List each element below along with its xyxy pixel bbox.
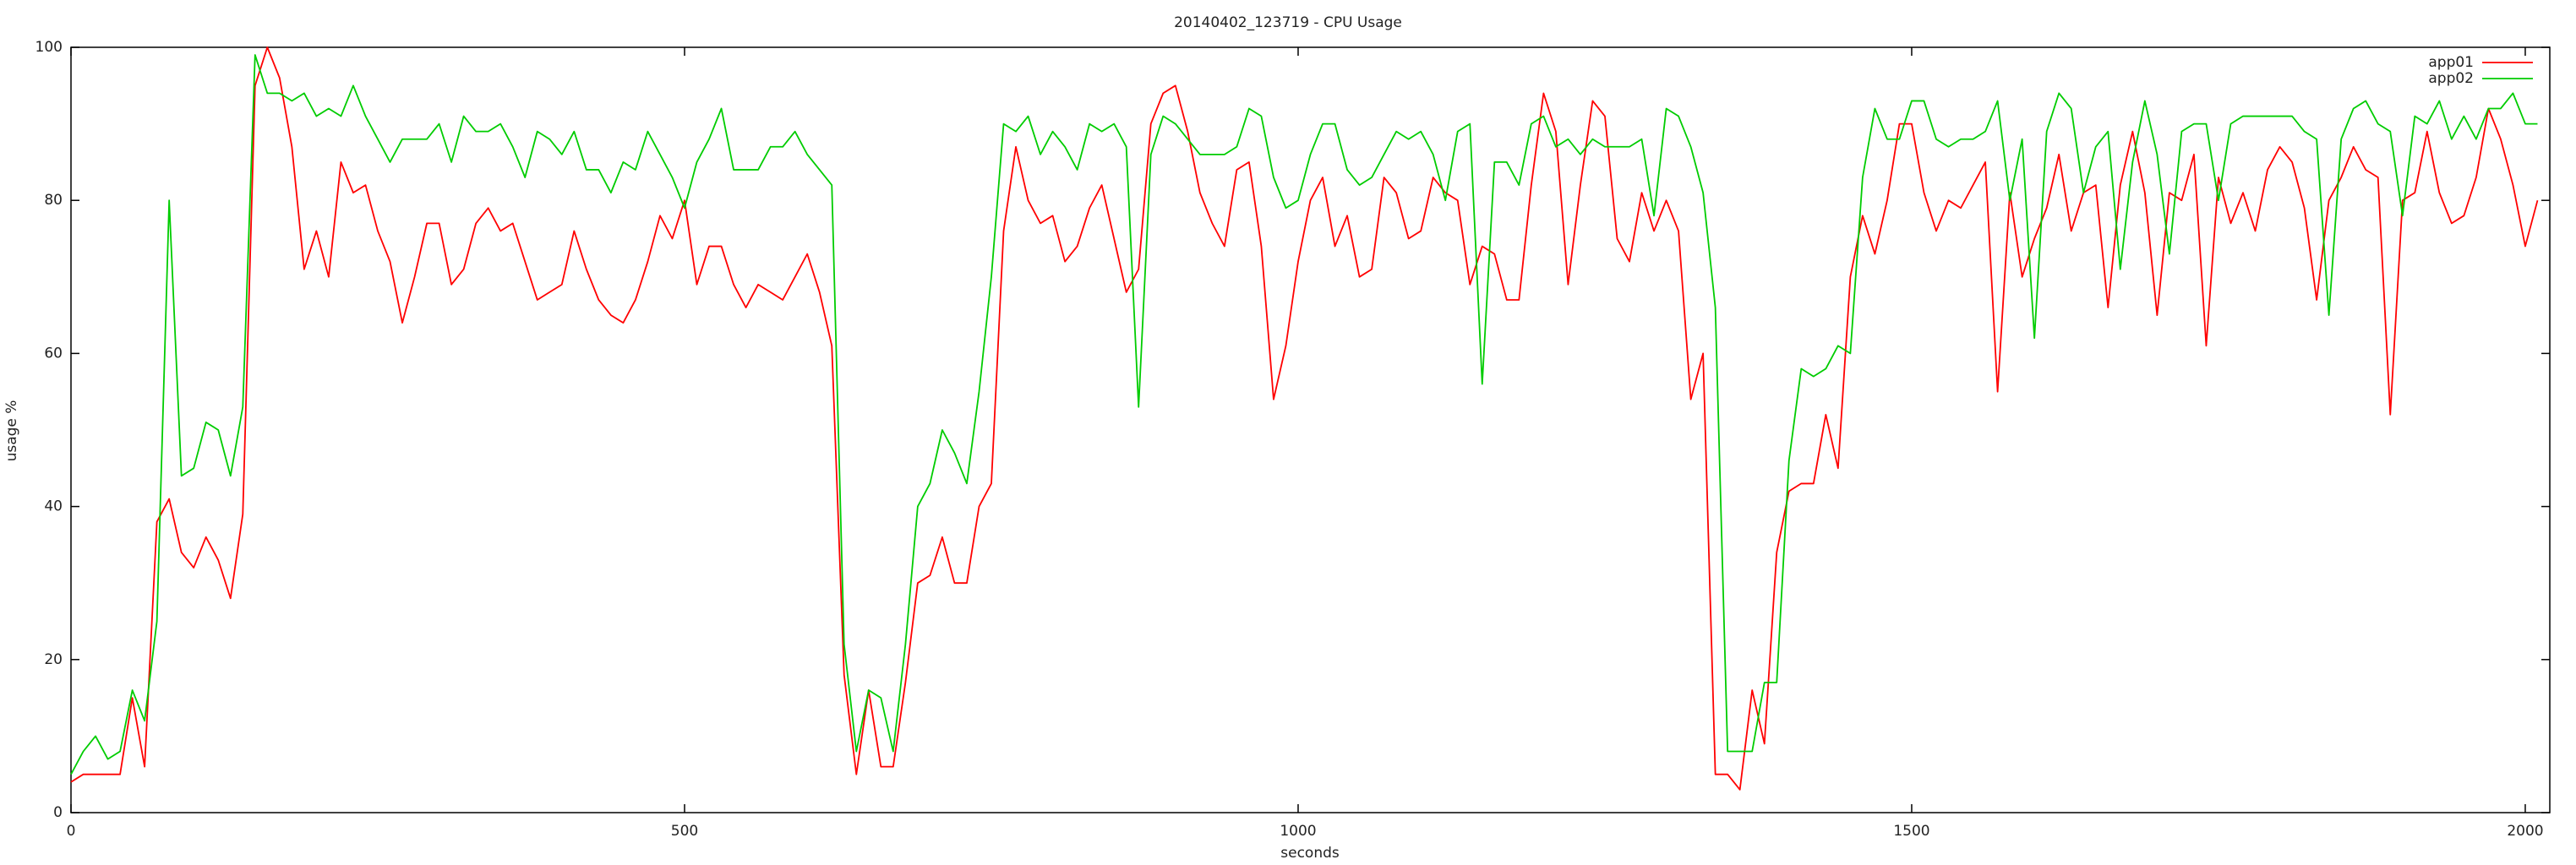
x-tick-label: 1500 xyxy=(1893,823,1929,840)
data-line xyxy=(70,54,2538,775)
y-tick-label: 0 xyxy=(53,804,63,821)
x-tick-label: 500 xyxy=(671,823,698,840)
y-axis-label: usage % xyxy=(3,400,20,462)
data-line xyxy=(70,46,2539,791)
y-tick-label: 60 xyxy=(44,345,63,362)
x-axis-label: seconds xyxy=(1280,845,1340,862)
x-tick-label: 2000 xyxy=(2507,823,2543,840)
legend-label: app01 xyxy=(2428,54,2474,71)
chart-title: 20140402_123719 - CPU Usage xyxy=(1174,14,1402,31)
y-tick-label: 80 xyxy=(44,192,63,209)
x-tick-label: 0 xyxy=(67,823,76,840)
x-tick-label: 1000 xyxy=(1280,823,1316,840)
y-tick-label: 40 xyxy=(44,498,63,515)
y-tick-label: 20 xyxy=(44,651,63,668)
plot-border xyxy=(70,46,2551,813)
legend-label: app02 xyxy=(2428,70,2474,87)
y-tick-label: 100 xyxy=(35,39,63,56)
